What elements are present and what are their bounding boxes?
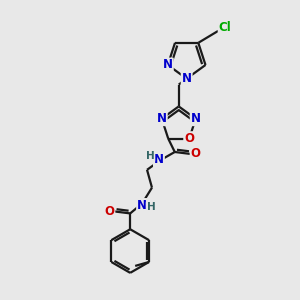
- Text: O: O: [104, 205, 114, 218]
- Text: N: N: [154, 153, 164, 167]
- Text: N: N: [163, 58, 173, 71]
- Text: O: O: [190, 148, 201, 160]
- Text: O: O: [184, 132, 194, 145]
- Text: Cl: Cl: [219, 22, 231, 34]
- Text: N: N: [182, 72, 192, 85]
- Text: N: N: [137, 199, 147, 212]
- Text: H: H: [146, 151, 154, 161]
- Text: N: N: [191, 112, 201, 125]
- Text: N: N: [157, 112, 167, 125]
- Text: H: H: [147, 202, 155, 212]
